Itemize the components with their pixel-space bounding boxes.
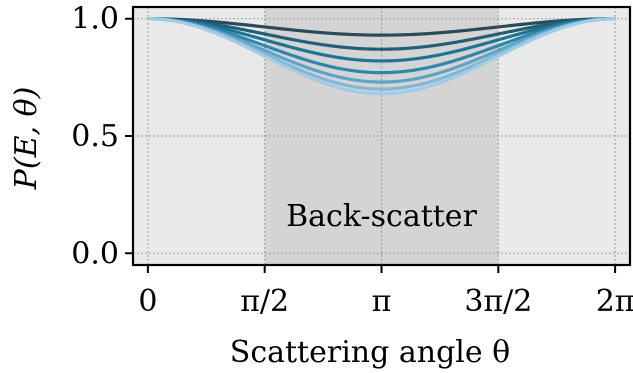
x-axis-label: Scattering angle θ: [230, 335, 510, 370]
y-axis-label: P(E, θ): [9, 87, 44, 191]
series-lines: [147, 17, 616, 96]
series-line-6: [147, 17, 616, 96]
grid-lines: [133, 7, 630, 265]
x-tick-label-0: 0: [138, 284, 157, 319]
y-tick-label-2: 1.0: [71, 2, 119, 37]
back-scatter-annotation: Back-scatter: [286, 199, 477, 234]
x-tick-label-1: π/2: [240, 284, 289, 319]
series-line-1: [147, 17, 616, 51]
region-2: [498, 7, 630, 265]
series-line-3: [147, 17, 616, 75]
series-line-4: [147, 17, 616, 84]
y-tick-label-0: 0.0: [71, 236, 119, 271]
region-0: [133, 7, 265, 265]
x-tick-label-3: 3π/2: [464, 284, 532, 319]
series-line-0: [147, 17, 616, 37]
series-line-2: [147, 17, 616, 63]
tick-marks: [125, 17, 617, 273]
tick-labels: 0 π/2 π 3π/2 2π 0.0 0.5 1.0: [71, 2, 633, 319]
y-tick-label-1: 0.5: [71, 119, 119, 154]
x-tick-label-4: 2π: [596, 284, 633, 319]
x-tick-label-2: π: [372, 284, 392, 319]
